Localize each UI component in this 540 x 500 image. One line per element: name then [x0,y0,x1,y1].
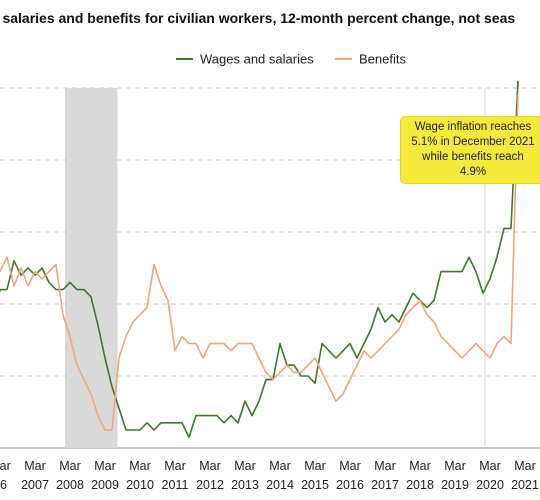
x-tick-label: 06 [0,478,7,492]
x-tick-label: 2012 [196,478,224,492]
x-tick-label: Mar [339,459,361,473]
x-tick-label: 2011 [162,478,189,492]
annotation-callout: Wage inflation reaches 5.1% in December … [401,117,540,183]
legend-label: Wages and salaries [200,52,314,67]
x-tick-label: 2015 [301,478,329,492]
x-tick-label: 2013 [231,478,259,492]
x-tick-label: Mar [199,459,221,473]
series-line-benefits [0,95,519,431]
x-tick-label: 2014 [266,478,294,492]
x-tick-label: Mar [269,459,291,473]
x-tick-label: 2008 [56,478,84,492]
x-tick-label: Mar [129,459,151,473]
x-tick-label: 2021 [511,478,539,492]
x-tick-label: Mar [374,459,396,473]
annotation-line: 4.9% [459,166,487,178]
x-tick-label: Mar [0,459,11,473]
annotation-line: Wage inflation reaches [414,121,532,133]
x-tick-label: 2019 [441,478,469,492]
chart-title: d salaries and benefits for civilian wor… [0,10,516,26]
recession-shading [65,88,118,448]
x-tick-label: 2016 [336,478,364,492]
annotation-line: 5.1% in December 2021 [411,136,535,148]
recession-band [65,88,118,448]
legend: Wages and salaries Benefits [176,52,406,67]
x-tick-label: Mar [444,459,466,473]
x-axis-ticks: Mar 06 Mar 2007 Mar 2008 Mar 2009 Mar 2010 Mar 2011… [0,459,539,492]
series-line-wages [0,80,519,438]
annotation-line: while benefits reach [422,151,524,163]
x-tick-label: Mar [24,459,46,473]
x-tick-label: Mar [234,459,256,473]
x-tick-label: 2007 [21,478,49,492]
x-tick-label: 2020 [476,478,504,492]
x-tick-label: Mar [94,459,116,473]
x-tick-label: Mar [59,459,81,473]
series-lines [0,80,519,438]
legend-label: Benefits [359,52,406,67]
x-tick-label: Mar [409,459,431,473]
x-tick-label: Mar [479,459,501,473]
x-tick-label: Mar [304,459,326,473]
x-tick-label: 2017 [371,478,399,492]
x-tick-label: 2018 [406,478,434,492]
x-tick-label: 2010 [126,478,154,492]
x-tick-label: Mar [164,459,186,473]
x-tick-label: Mar [514,459,536,473]
x-tick-label: 2009 [91,478,119,492]
